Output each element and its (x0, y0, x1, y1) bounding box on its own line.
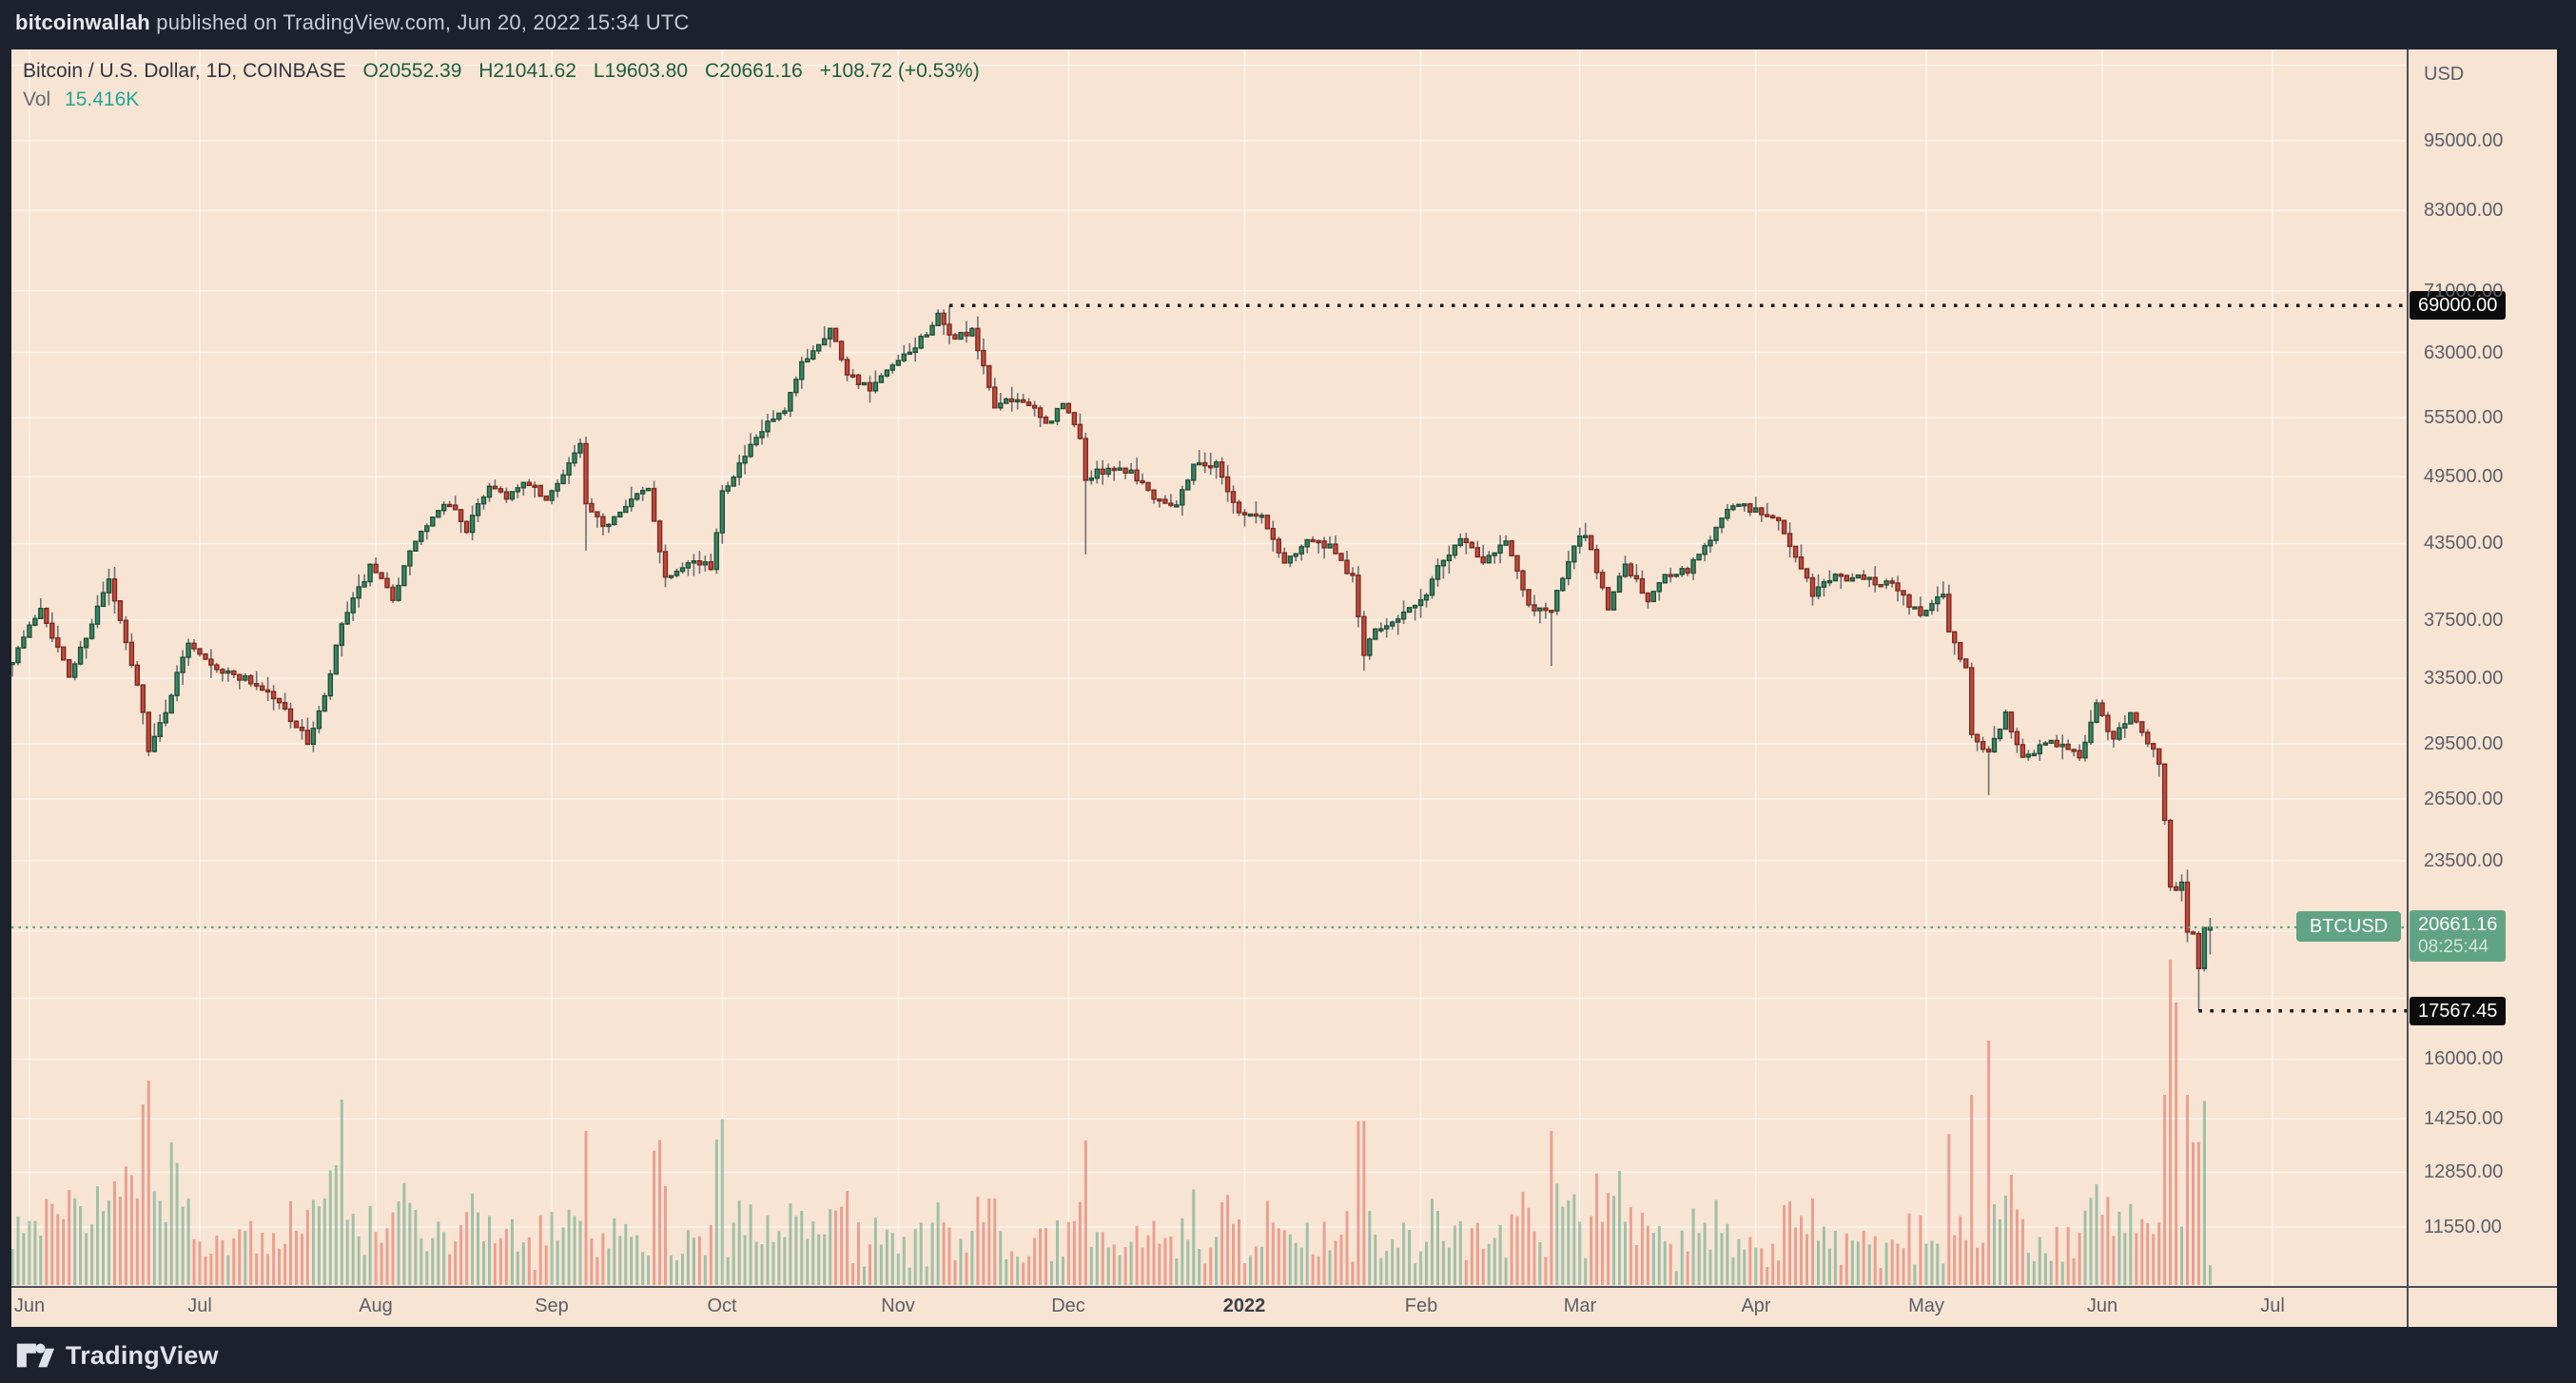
last-price-value: 20661.16 (2418, 914, 2498, 935)
author-name: bitcoinwallah (15, 10, 150, 34)
month-label: Apr (1741, 1295, 1771, 1316)
tradingview-logo-icon[interactable] (15, 1341, 55, 1370)
brand-name: TradingView (66, 1340, 219, 1370)
month-label: Jul (2260, 1295, 2285, 1316)
volume-series (11, 960, 2212, 1285)
year-label: 2022 (1222, 1295, 1266, 1316)
low-price-label: 17567.45 (2410, 997, 2507, 1025)
month-label: Jul (187, 1295, 212, 1316)
footer-bar: TradingView (15, 1331, 219, 1380)
month-label: Aug (359, 1295, 393, 1316)
currency-label: USD (2424, 64, 2465, 85)
candlestick-series (11, 305, 2214, 1011)
chart-panel: Bitcoin / U.S. Dollar, 1D, COINBASE O205… (11, 49, 2557, 1327)
month-label: Jun (2086, 1295, 2118, 1316)
price-tick-label: 16000.00 (2424, 1048, 2504, 1069)
price-tick-label: 23500.00 (2424, 850, 2504, 871)
month-label: Jun (13, 1295, 46, 1316)
month-label: Dec (1051, 1295, 1085, 1316)
price-tick-label: 14250.00 (2424, 1108, 2504, 1129)
price-tick-label: 55500.00 (2424, 407, 2504, 428)
price-tick-label: 71000.00 (2424, 281, 2504, 302)
bar-countdown: 08:25:44 (2418, 937, 2488, 957)
month-label: Sep (535, 1295, 569, 1316)
price-tick-label: 95000.00 (2424, 130, 2504, 151)
month-label: Nov (881, 1295, 915, 1316)
price-tick-label: 37500.00 (2424, 610, 2504, 631)
attribution-bar: bitcoinwallah published on TradingView.c… (15, 10, 690, 35)
attribution-text: published on TradingView.com, Jun 20, 20… (149, 10, 690, 34)
month-label: Oct (707, 1295, 737, 1316)
price-tick-label: 12850.00 (2424, 1161, 2504, 1182)
price-tick-label: 63000.00 (2424, 342, 2504, 363)
time-axis[interactable]: Jun Jul Aug Sep Oct Nov Dec 2022 Feb Mar Apr May Jun… (11, 1286, 2557, 1327)
price-tick-label: 11550.00 (2424, 1217, 2502, 1237)
month-label: Feb (1404, 1295, 1438, 1316)
price-tick-label: 33500.00 (2424, 668, 2504, 689)
price-axis[interactable]: USD 69000.00 17567.45 20661.16 08:25:44 … (2407, 49, 2557, 1327)
price-tick-label: 83000.00 (2424, 200, 2504, 221)
price-chart-canvas[interactable] (11, 49, 2557, 1327)
price-tick-label: 29500.00 (2424, 733, 2504, 754)
price-tick-label: 43500.00 (2424, 533, 2504, 554)
month-label: May (1908, 1295, 1944, 1316)
last-price-label: 20661.16 08:25:44 (2410, 910, 2507, 962)
month-label: Mar (1563, 1295, 1597, 1316)
price-tick-label: 26500.00 (2424, 789, 2504, 809)
symbol-price-flag: BTCUSD (2296, 911, 2401, 942)
price-tick-label: 49500.00 (2424, 466, 2504, 487)
ath-price-label: 69000.00 (2410, 291, 2507, 320)
